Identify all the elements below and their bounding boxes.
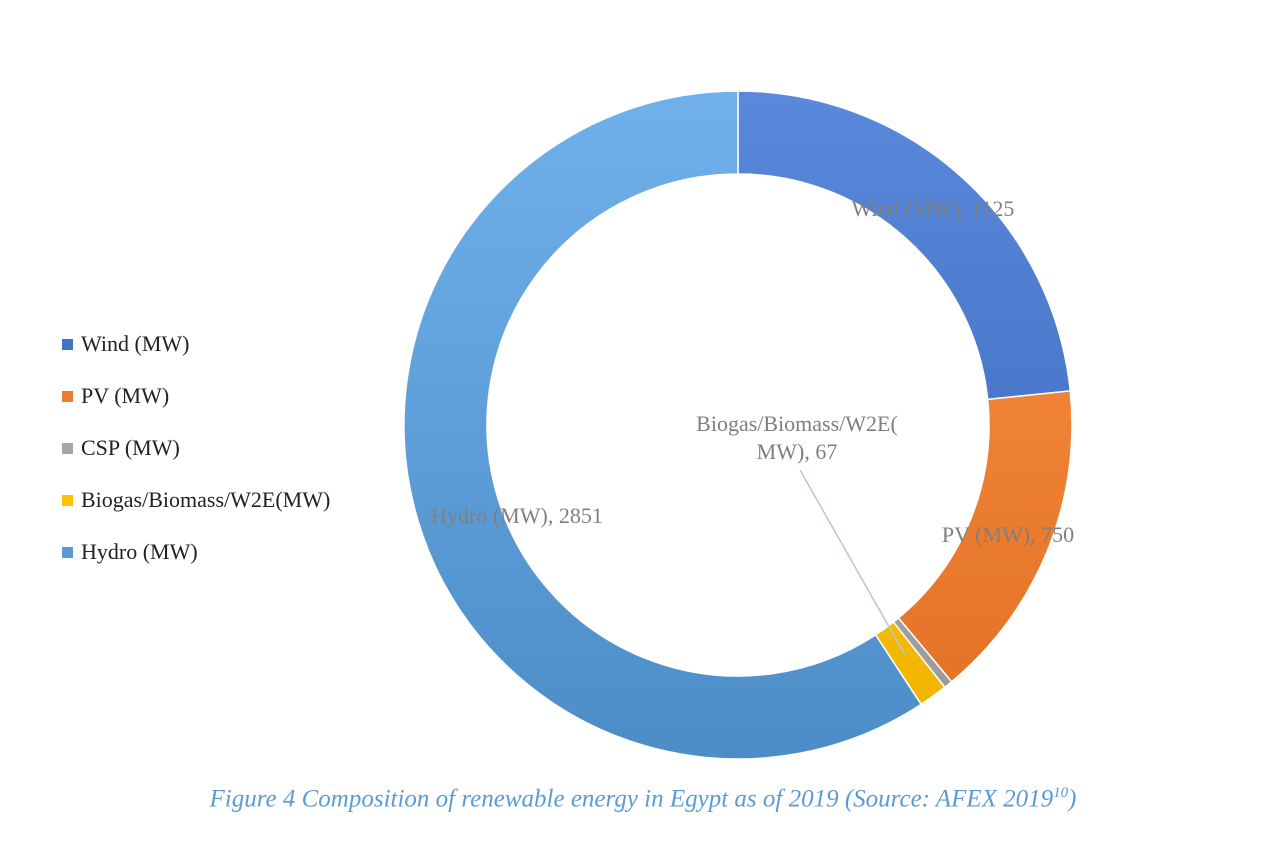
donut-slice-hydro-mw [403, 90, 923, 760]
data-label-wind: Wind (MW), 1125 [852, 196, 1015, 221]
legend-item-hydro: Hydro (MW) [62, 538, 330, 590]
legend-item-wind: Wind (MW) [62, 330, 330, 382]
legend-item-biogas: Biogas/Biomass/W2E(MW) [62, 486, 330, 538]
legend-swatch-biogas [62, 495, 73, 506]
legend-label-pv: PV (MW) [81, 383, 170, 408]
legend-label-biogas: Biogas/Biomass/W2E(MW) [81, 487, 331, 512]
data-label-pv: PV (MW), 750 [942, 522, 1074, 547]
legend-item-csp: CSP (MW) [62, 434, 330, 486]
donut-slice-wind-mw [737, 90, 1072, 401]
data-label-hydro: Hydro (MW), 2851 [431, 503, 603, 528]
caption-superscript: 10 [1053, 785, 1069, 801]
legend-swatch-wind [62, 339, 73, 350]
legend-label-hydro: Hydro (MW) [81, 539, 198, 564]
biogas-leader-line [799, 469, 906, 656]
legend-swatch-hydro [62, 547, 73, 558]
data-label-biogas-line2: MW), 67 [757, 439, 838, 464]
legend-label-csp: CSP (MW) [81, 435, 180, 460]
legend-item-pv: PV (MW) [62, 382, 330, 434]
donut-slices [403, 90, 1073, 760]
legend-label-wind: Wind (MW) [81, 331, 190, 356]
caption-suffix: ) [1068, 785, 1077, 813]
caption-text: Figure 4 Composition of renewable energy… [209, 785, 1054, 813]
legend-swatch-csp [62, 443, 73, 454]
legend-swatch-pv [62, 391, 73, 402]
legend: Wind (MW) PV (MW) CSP (MW) Biogas/Biomas… [62, 330, 330, 590]
data-label-biogas-line1: Biogas/Biomass/W2E( [696, 411, 898, 436]
figure-caption: Figure 4 Composition of renewable energy… [0, 785, 1286, 813]
